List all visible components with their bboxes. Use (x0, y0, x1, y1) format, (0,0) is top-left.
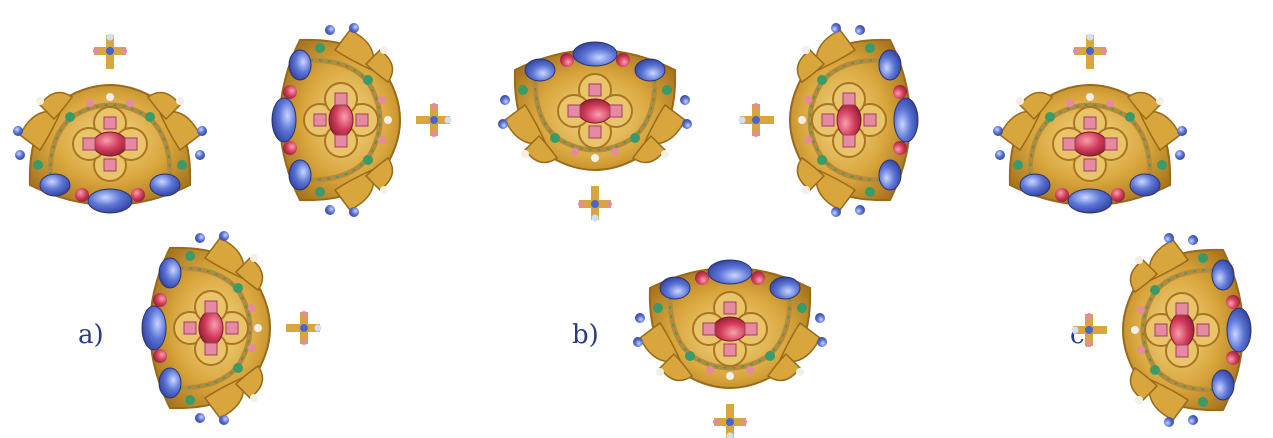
crown-illustration (990, 35, 1190, 235)
crown-illustration (10, 35, 210, 235)
crown-illustration (740, 20, 940, 220)
crown-top-2 (250, 20, 450, 220)
crown-option-c[interactable] (1073, 230, 1273, 430)
crown-top-5 (990, 35, 1190, 235)
option-a-label: a) (78, 320, 104, 350)
crown-top-3 (495, 20, 695, 220)
crown-illustration (120, 228, 320, 428)
crown-illustration (1073, 230, 1273, 430)
option-b-label: b) (572, 320, 599, 350)
crown-top-4 (740, 20, 940, 220)
crown-top-1 (10, 35, 210, 235)
crown-illustration (250, 20, 450, 220)
crown-illustration (495, 20, 695, 220)
crown-option-a[interactable] (120, 228, 320, 428)
crown-option-b[interactable] (630, 238, 830, 438)
crown-illustration (630, 238, 830, 438)
